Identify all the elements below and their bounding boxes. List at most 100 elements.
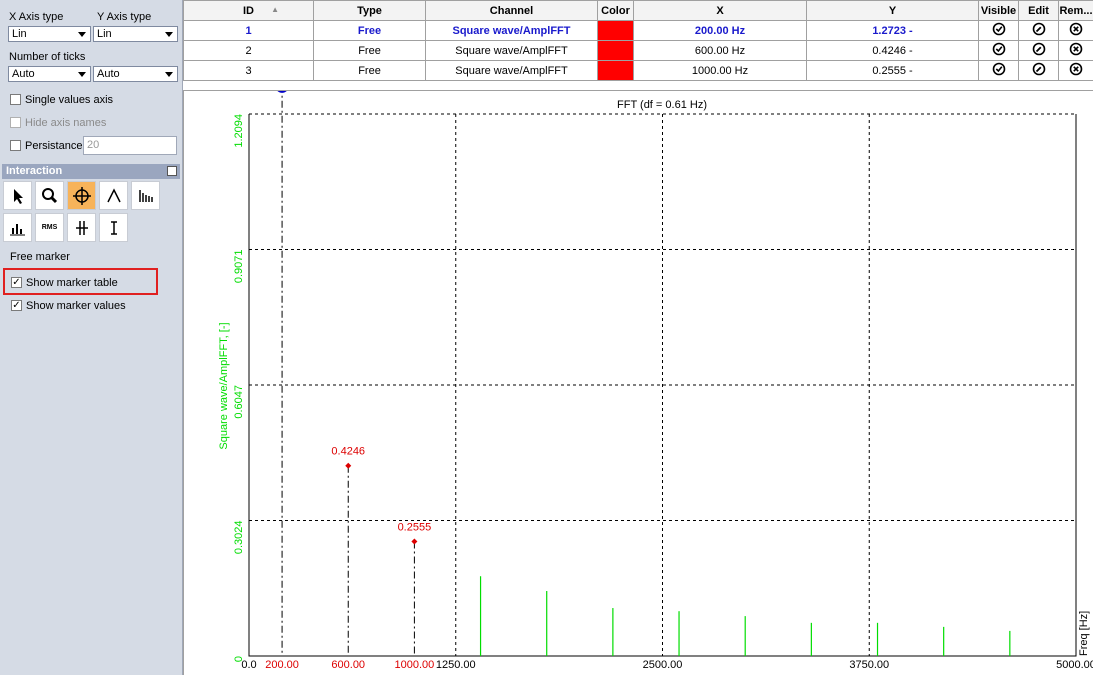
icon-cell [1058, 40, 1093, 61]
y-tick-label: 0 [233, 656, 245, 662]
table-row[interactable]: 2 Free Square wave/AmplFFT 600.00 Hz 0.4246 … [183, 40, 1093, 61]
x-tick-label: 5000.00 [1056, 659, 1093, 671]
remove-button[interactable] [1069, 42, 1083, 59]
checkbox[interactable] [10, 94, 21, 105]
icon-cell [1018, 20, 1059, 41]
dropdown[interactable]: Lin [93, 26, 178, 42]
cell-y: 0.2555 - [806, 60, 979, 81]
table-row[interactable]: 3 Free Square wave/AmplFFT 1000.00 Hz 0.2555… [183, 60, 1093, 81]
zoom-tool[interactable] [35, 181, 64, 210]
column-header[interactable]: X [633, 0, 807, 21]
icon-cell [1018, 60, 1059, 81]
label: Y Axis type [97, 11, 152, 23]
bars-tool[interactable] [3, 213, 32, 242]
dropdown[interactable]: Auto [93, 66, 178, 82]
marker-value-label: 0.4246 [331, 446, 365, 458]
highlight-box [3, 268, 158, 295]
y-tick-label: 0.6047 [233, 385, 245, 419]
table-header: ID ▲ Type Channel Color X Y Visible Edit Rem... [183, 0, 1093, 21]
dropdown[interactable]: Auto [8, 66, 91, 82]
cell-channel: Square wave/AmplFFT [425, 60, 598, 81]
number-input[interactable]: 20 [83, 136, 177, 155]
band-tool[interactable] [67, 213, 96, 242]
marker-point [411, 538, 418, 545]
edit-button[interactable] [1032, 42, 1046, 59]
collapse-button[interactable] [167, 166, 177, 176]
marker-value-label: 0.2555 [398, 521, 432, 533]
icon-cell [1058, 20, 1093, 41]
icon-cell [978, 60, 1019, 81]
edit-button[interactable] [1032, 22, 1046, 39]
marker-tool[interactable] [67, 181, 96, 210]
label: Hide axis names [25, 117, 107, 129]
column-header[interactable]: Type [313, 0, 426, 21]
icon-cell [1058, 60, 1093, 81]
section-header[interactable]: Interaction [2, 164, 180, 179]
y-axis-title: Square wave/AmplFFT, [-] [218, 322, 230, 449]
label: Show marker table [26, 277, 118, 289]
cell-channel: Square wave/AmplFFT [425, 20, 598, 41]
label: Number of ticks [9, 51, 86, 63]
visible-toggle[interactable] [992, 22, 1006, 39]
cell-channel: Square wave/AmplFFT [425, 40, 598, 61]
remove-button[interactable] [1069, 22, 1083, 39]
icon-cell [978, 20, 1019, 41]
column-header[interactable]: Rem... [1058, 0, 1093, 21]
cell-id: 2 [183, 40, 314, 61]
column-header[interactable]: Visible [978, 0, 1019, 21]
cursor-tool[interactable] [99, 213, 128, 242]
edit-button[interactable] [1032, 62, 1046, 79]
remove-button[interactable] [1069, 62, 1083, 79]
marker-point [345, 462, 352, 469]
table-body: 1 Free Square wave/AmplFFT 200.00 Hz 1.2723 … [183, 20, 1093, 81]
peak-tool[interactable] [99, 181, 128, 210]
marker-selection [277, 91, 287, 93]
column-header[interactable]: Channel [425, 0, 598, 21]
color-cell [597, 40, 634, 61]
label: Single values axis [25, 94, 114, 106]
column-header[interactable]: ID ▲ [183, 0, 314, 21]
marker-table: ID ▲ Type Channel Color X Y Visible Edit Rem... 1… [183, 0, 1093, 81]
color-cell [597, 20, 634, 41]
visible-toggle[interactable] [992, 42, 1006, 59]
marker-x-label: 600.00 [331, 659, 365, 671]
label: Persistance [25, 140, 83, 152]
axis-frame [248, 114, 1077, 657]
checkbox[interactable] [10, 140, 21, 151]
x-tick-label: 2500.00 [643, 659, 683, 671]
checkbox[interactable]: ✓ [11, 300, 22, 311]
visible-toggle[interactable] [992, 62, 1006, 79]
harmonics-tool[interactable] [131, 181, 160, 210]
dropdown[interactable]: Lin [8, 26, 91, 42]
rms-tool[interactable]: RMS [35, 213, 64, 242]
label: Free marker [10, 251, 70, 263]
settings-panel: X Axis type Y Axis type Lin Lin Number o… [0, 0, 183, 675]
color-cell [597, 60, 634, 81]
x-tick-label: 0.0 [241, 659, 256, 671]
label: Show marker values [26, 300, 126, 312]
y-tick-label: 0.3024 [233, 520, 245, 554]
y-tick-label: 1.2094 [233, 114, 245, 148]
cell-type: Free [313, 60, 426, 81]
cell-x: 600.00 Hz [633, 40, 807, 61]
cell-id: 1 [183, 20, 314, 41]
marker-x-label: 200.00 [265, 659, 299, 671]
x-tick-label: 3750.00 [849, 659, 889, 671]
cell-type: Free [313, 20, 426, 41]
table-row[interactable]: 1 Free Square wave/AmplFFT 200.00 Hz 1.2723 … [183, 20, 1093, 41]
cell-id: 3 [183, 60, 314, 81]
column-header[interactable]: Edit [1018, 0, 1059, 21]
label: X Axis type [9, 11, 64, 23]
marker-x-label: 1000.00 [395, 659, 435, 671]
column-header[interactable]: Y [806, 0, 979, 21]
column-header[interactable]: Color [597, 0, 634, 21]
cell-y: 1.2723 - [806, 20, 979, 41]
cell-type: Free [313, 40, 426, 61]
x-tick-label: 1250.00 [436, 659, 476, 671]
cell-x: 1000.00 Hz [633, 60, 807, 81]
pointer-tool[interactable] [3, 181, 32, 210]
chart-title: FFT (df = 0.61 Hz) [617, 99, 707, 111]
checkbox[interactable]: ✓ [11, 277, 22, 288]
checkbox [10, 117, 21, 128]
